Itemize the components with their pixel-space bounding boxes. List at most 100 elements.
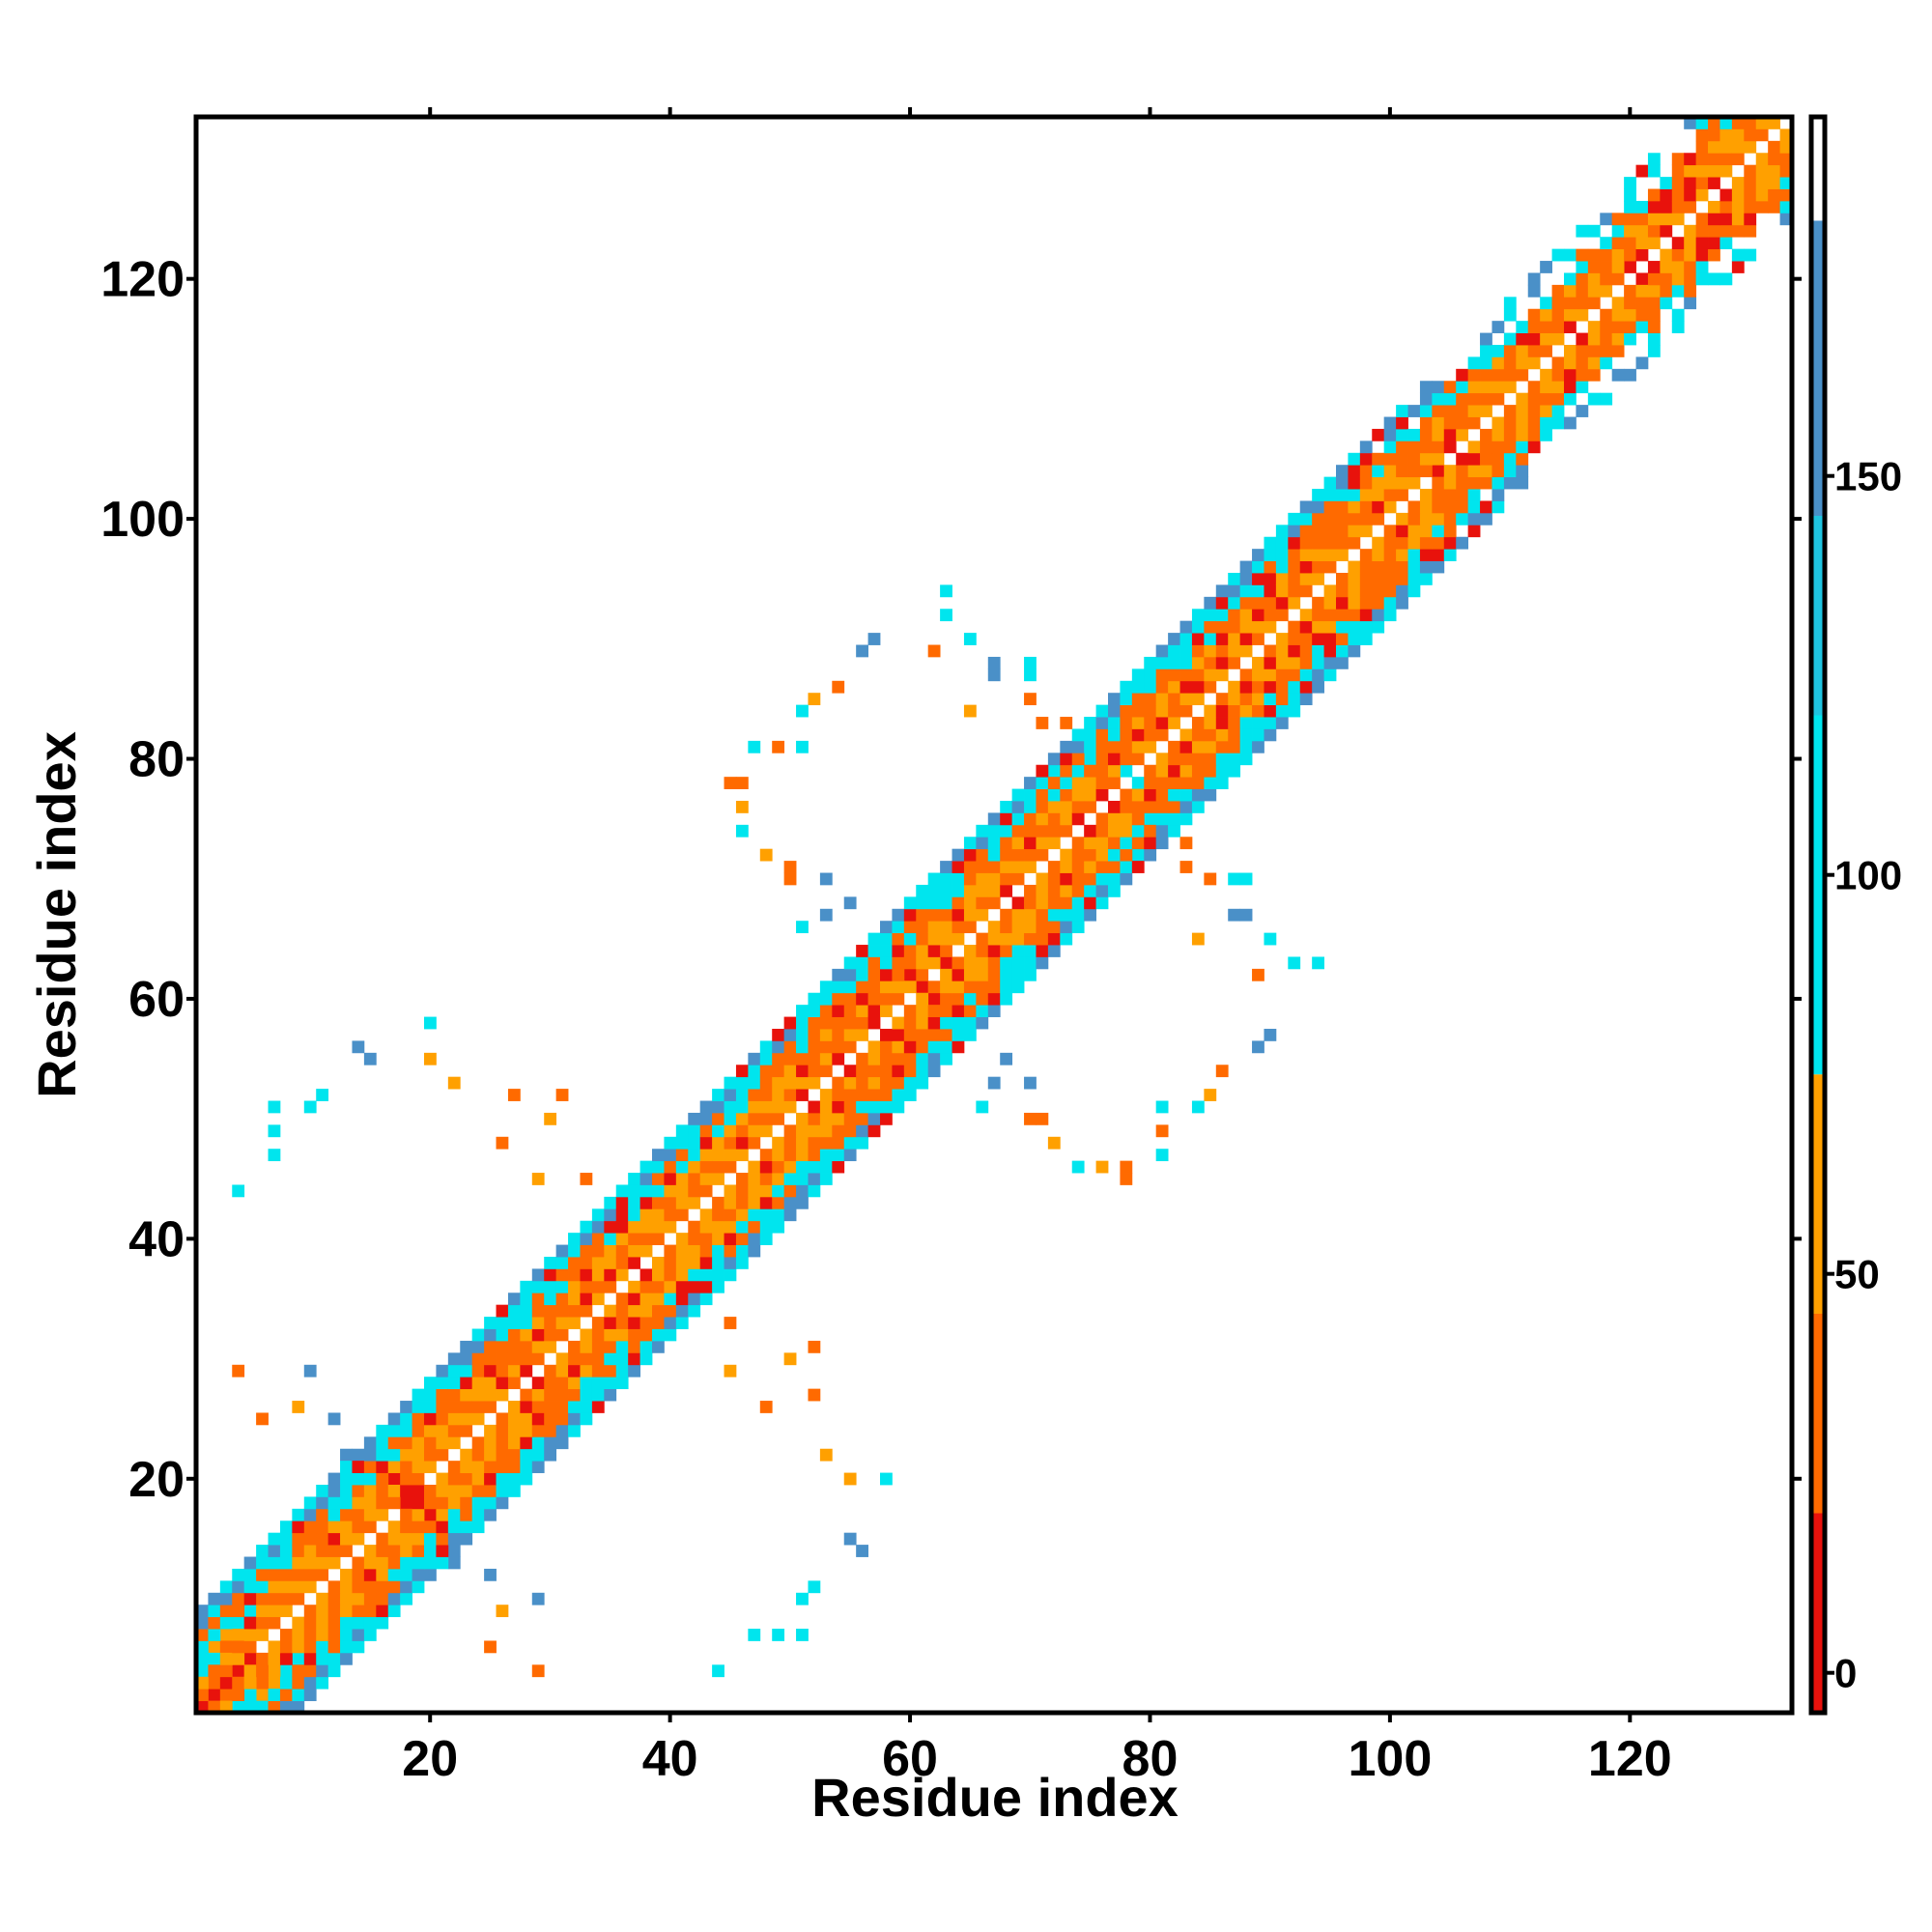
heatmap-cell — [1288, 680, 1301, 694]
heatmap-cell — [1084, 824, 1096, 838]
heatmap-cell — [819, 1029, 833, 1041]
heatmap-cell — [880, 1029, 893, 1041]
heatmap-cell — [1228, 908, 1241, 922]
heatmap-cell — [604, 1280, 617, 1293]
heatmap-cell — [196, 1664, 209, 1678]
heatmap-cell — [1275, 549, 1289, 561]
heatmap-cell — [1600, 332, 1613, 346]
heatmap-cell — [544, 1340, 557, 1353]
heatmap-cell — [1108, 872, 1121, 886]
heatmap-cell — [1684, 164, 1697, 178]
colorbar-tick-label: 150 — [1834, 454, 1902, 499]
heatmap-cell — [940, 1016, 952, 1030]
heatmap-cell — [1264, 596, 1277, 610]
heatmap-cell — [1348, 573, 1361, 585]
heatmap-cell — [1168, 753, 1180, 766]
heatmap-cell — [243, 1556, 257, 1570]
heatmap-cell — [796, 1592, 809, 1605]
heatmap-cell — [1239, 584, 1253, 598]
heatmap-cell — [1228, 656, 1241, 669]
heatmap-cell — [1708, 237, 1720, 250]
heatmap-cell — [363, 1568, 377, 1581]
heatmap-cell — [1503, 440, 1517, 454]
heatmap-cell — [460, 1520, 473, 1534]
heatmap-cell — [1503, 465, 1517, 478]
heatmap-cell — [748, 1089, 761, 1101]
heatmap-cell — [447, 1377, 461, 1390]
heatmap-cell — [1516, 356, 1529, 370]
heatmap-cell — [1288, 644, 1301, 658]
heatmap-cell — [1228, 704, 1241, 718]
heatmap-cell — [1131, 812, 1145, 826]
heatmap-cell — [352, 1640, 365, 1654]
heatmap-cell — [243, 1592, 257, 1605]
heatmap-cell — [940, 932, 952, 946]
heatmap-cell — [1323, 609, 1337, 622]
heatmap-cell — [783, 872, 797, 886]
heatmap-cell — [327, 1532, 341, 1546]
heatmap-cell — [1288, 633, 1301, 645]
heatmap-cell — [1768, 200, 1780, 213]
heatmap-cell — [208, 1664, 221, 1678]
heatmap-cell — [808, 1052, 821, 1065]
heatmap-cell — [735, 1100, 749, 1114]
heatmap-cell — [748, 1173, 761, 1185]
heatmap-cell — [952, 861, 965, 873]
heatmap-cell — [555, 1424, 569, 1437]
heatmap-cell — [1036, 1112, 1049, 1125]
heatmap-cell — [1071, 921, 1085, 934]
heatmap-cell — [1336, 596, 1349, 610]
heatmap-cell — [1215, 717, 1229, 729]
heatmap-cell — [675, 1268, 689, 1282]
heatmap-cell — [1264, 549, 1277, 561]
heatmap-cell — [580, 1364, 593, 1378]
heatmap-cell — [772, 1220, 785, 1234]
heatmap-cell — [952, 980, 965, 994]
heatmap-cell — [1624, 248, 1636, 262]
heatmap-cell — [1708, 140, 1720, 154]
heatmap-cell — [363, 1472, 377, 1486]
heatmap-cell — [1383, 549, 1397, 561]
heatmap-cell — [759, 1208, 773, 1222]
heatmap-cell — [1708, 224, 1720, 238]
heatmap-cell — [1443, 525, 1457, 538]
heatmap-cell — [867, 1112, 881, 1125]
heatmap-cell — [1708, 272, 1720, 286]
heatmap-cell — [1084, 908, 1096, 922]
heatmap-cell — [940, 884, 952, 897]
heatmap-cell — [1071, 896, 1085, 910]
heatmap-cell — [748, 1100, 761, 1114]
heatmap-cell — [1564, 321, 1577, 333]
heatmap-cell — [927, 932, 941, 946]
heatmap-cell — [772, 1089, 785, 1101]
heatmap-cell — [963, 968, 977, 981]
heatmap-cell — [1299, 573, 1313, 585]
heatmap-cell — [1708, 177, 1720, 189]
heatmap-cell — [580, 1220, 593, 1234]
heatmap-cell — [256, 1580, 269, 1594]
heatmap-cell — [796, 1149, 809, 1162]
heatmap-cell — [1744, 128, 1757, 142]
heatmap-cell — [1191, 753, 1205, 766]
heatmap-cell — [1516, 452, 1529, 466]
heatmap-cell — [1456, 489, 1469, 501]
heatmap-cell — [1144, 801, 1157, 813]
heatmap-cell — [1323, 549, 1337, 561]
heatmap-cell — [712, 1244, 724, 1258]
heatmap-cell — [699, 1149, 713, 1162]
heatmap-cell — [927, 1016, 941, 1030]
heatmap-cell — [639, 1352, 653, 1366]
heatmap-cell — [916, 1029, 929, 1041]
heatmap-cell — [675, 1257, 689, 1269]
heatmap-cell — [1095, 764, 1109, 778]
heatmap-cell — [1239, 560, 1253, 574]
colorbar-segment — [1811, 715, 1825, 1075]
heatmap-cell — [1755, 164, 1769, 178]
heatmap-cell — [927, 1052, 941, 1065]
heatmap-cell — [1024, 945, 1037, 957]
heatmap-cell — [1587, 297, 1601, 310]
heatmap-cell — [1708, 213, 1720, 226]
heatmap-cell — [447, 1076, 461, 1090]
heatmap-cell — [544, 1436, 557, 1450]
heatmap-cell — [412, 1508, 425, 1521]
